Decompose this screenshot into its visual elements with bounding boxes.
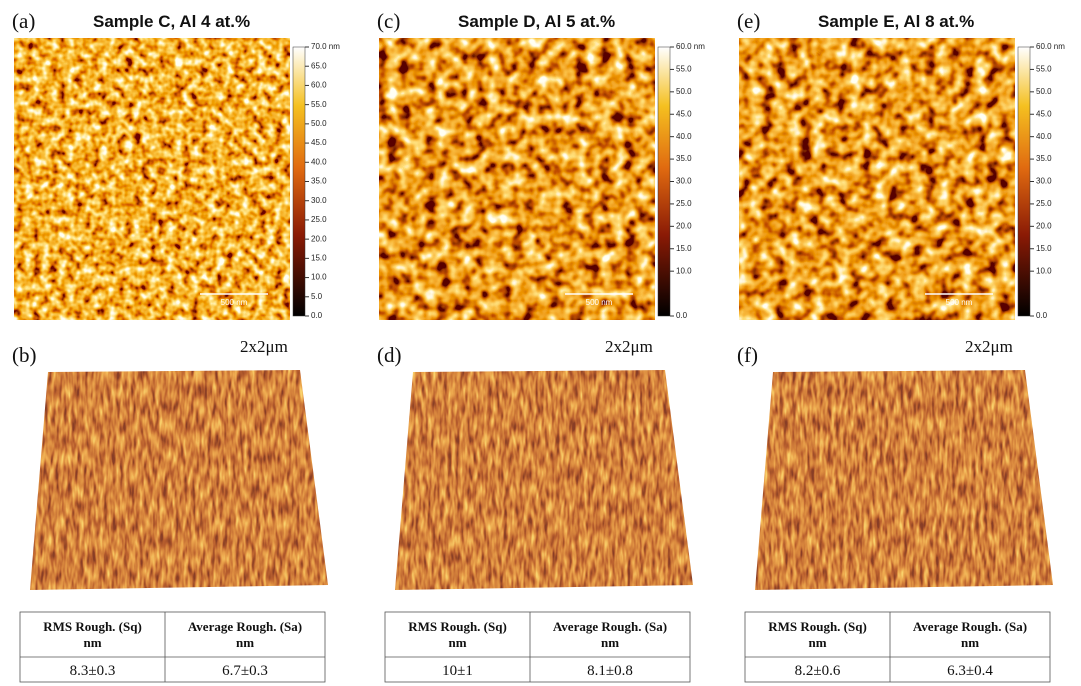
colorbar-tick-label: 50.0 bbox=[1036, 87, 1052, 96]
table-cell: 6.3±0.4 bbox=[947, 663, 993, 679]
table-cell: 6.7±0.3 bbox=[222, 663, 268, 679]
table-header: RMS Rough. (Sq) bbox=[408, 619, 507, 634]
colorbar-tick-label: 15.0 bbox=[1036, 244, 1052, 253]
colorbar-tick-label: 5.0 bbox=[311, 292, 323, 301]
table-frame bbox=[384, 611, 691, 683]
colorbar-tick-label: 25.0 bbox=[311, 215, 327, 224]
table-header: Average Rough. (Sa) bbox=[553, 619, 667, 634]
colorbar-tick-label: 45.0 bbox=[1036, 109, 1052, 118]
colorbar-tick-label: 0.0 bbox=[311, 311, 323, 320]
colorbar-tick-label: 20.0 bbox=[311, 234, 327, 243]
colorbar-tick-label: 30.0 bbox=[1036, 177, 1052, 186]
colorbar-tick-label: 20.0 bbox=[1036, 221, 1052, 230]
colorbar-tick-label: 60.0 bbox=[311, 81, 327, 90]
panel-title: Sample D, Al 5 at.% bbox=[458, 12, 615, 31]
table-cell: 8.3±0.3 bbox=[70, 663, 116, 679]
table-frame bbox=[19, 611, 326, 683]
colorbar-tick-label: 10.0 bbox=[311, 273, 327, 282]
afm-3d-image bbox=[395, 370, 693, 590]
table-header: RMS Rough. (Sq) bbox=[768, 619, 867, 634]
afm-image bbox=[739, 38, 1015, 320]
scale-bar-label: 500 nm bbox=[586, 298, 613, 307]
table-cell: 8.2±0.6 bbox=[795, 663, 841, 679]
colorbar-tick-label: 40.0 bbox=[676, 132, 692, 141]
panel-label: (c) bbox=[377, 9, 400, 33]
colorbar-tick-label: 55.0 bbox=[1036, 65, 1052, 74]
table-header: nm bbox=[448, 635, 466, 650]
colorbar-tick-label: 0.0 bbox=[1036, 311, 1048, 320]
colorbar-tick-label: 0.0 bbox=[676, 311, 688, 320]
size-label: 2x2μm bbox=[240, 337, 288, 356]
afm-3d-image bbox=[755, 370, 1053, 590]
colorbar-tick-label: 20.0 bbox=[676, 221, 692, 230]
colorbar-tick-label: 35.0 bbox=[676, 154, 692, 163]
table-header: nm bbox=[83, 635, 101, 650]
afm-image bbox=[14, 38, 290, 320]
table-header: nm bbox=[236, 635, 254, 650]
table-header: RMS Rough. (Sq) bbox=[43, 619, 142, 634]
scale-bar-label: 500 nm bbox=[946, 298, 973, 307]
colorbar-tick-label: 40.0 bbox=[311, 157, 327, 166]
panel-label: (f) bbox=[737, 343, 758, 367]
panel-title: Sample E, Al 8 at.% bbox=[818, 12, 974, 31]
colorbar-tick-label: 15.0 bbox=[676, 244, 692, 253]
colorbar-tick-label: 55.0 bbox=[676, 65, 692, 74]
colorbar-tick-label: 35.0 bbox=[311, 177, 327, 186]
colorbar-tick-label: 30.0 bbox=[676, 177, 692, 186]
scale-bar-label: 500 nm bbox=[221, 298, 248, 307]
table-frame bbox=[744, 611, 1051, 683]
colorbar-tick-label: 65.0 bbox=[311, 61, 327, 70]
table-cell: 8.1±0.8 bbox=[587, 663, 633, 679]
table-header: Average Rough. (Sa) bbox=[913, 619, 1027, 634]
table-header: nm bbox=[601, 635, 619, 650]
colorbar-tick-label: 50.0 bbox=[676, 87, 692, 96]
colorbar-tick-label: 30.0 bbox=[311, 196, 327, 205]
size-label: 2x2μm bbox=[605, 337, 653, 356]
colorbar-tick-label: 10.0 bbox=[1036, 266, 1052, 275]
panel-label: (d) bbox=[377, 343, 402, 367]
panel-label: (b) bbox=[12, 343, 37, 367]
colorbar-tick-label: 55.0 bbox=[311, 100, 327, 109]
colorbar-tick-label: 35.0 bbox=[1036, 154, 1052, 163]
afm-image bbox=[379, 38, 655, 320]
colorbar-tick-label: 25.0 bbox=[676, 199, 692, 208]
colorbar-tick-label: 40.0 bbox=[1036, 132, 1052, 141]
colorbar-tick-label: 25.0 bbox=[1036, 199, 1052, 208]
table-header: nm bbox=[961, 635, 979, 650]
panel-label: (a) bbox=[12, 9, 35, 33]
panel-label: (e) bbox=[737, 9, 760, 33]
table-cell: 10±1 bbox=[442, 663, 473, 679]
colorbar bbox=[292, 46, 306, 317]
table-header: Average Rough. (Sa) bbox=[188, 619, 302, 634]
colorbar-tick-label: 10.0 bbox=[676, 266, 692, 275]
colorbar-tick-label: 60.0 nm bbox=[1036, 42, 1065, 51]
colorbar bbox=[1017, 46, 1031, 317]
size-label: 2x2μm bbox=[965, 337, 1013, 356]
panel-title: Sample C, Al 4 at.% bbox=[93, 12, 250, 31]
colorbar-tick-label: 50.0 bbox=[311, 119, 327, 128]
colorbar-tick-label: 45.0 bbox=[676, 109, 692, 118]
afm-3d-image bbox=[30, 370, 328, 590]
colorbar-tick-label: 60.0 nm bbox=[676, 42, 705, 51]
colorbar-tick-label: 70.0 nm bbox=[311, 42, 340, 51]
colorbar-tick-label: 15.0 bbox=[311, 253, 327, 262]
colorbar-tick-label: 45.0 bbox=[311, 138, 327, 147]
table-header: nm bbox=[808, 635, 826, 650]
colorbar bbox=[657, 46, 671, 317]
